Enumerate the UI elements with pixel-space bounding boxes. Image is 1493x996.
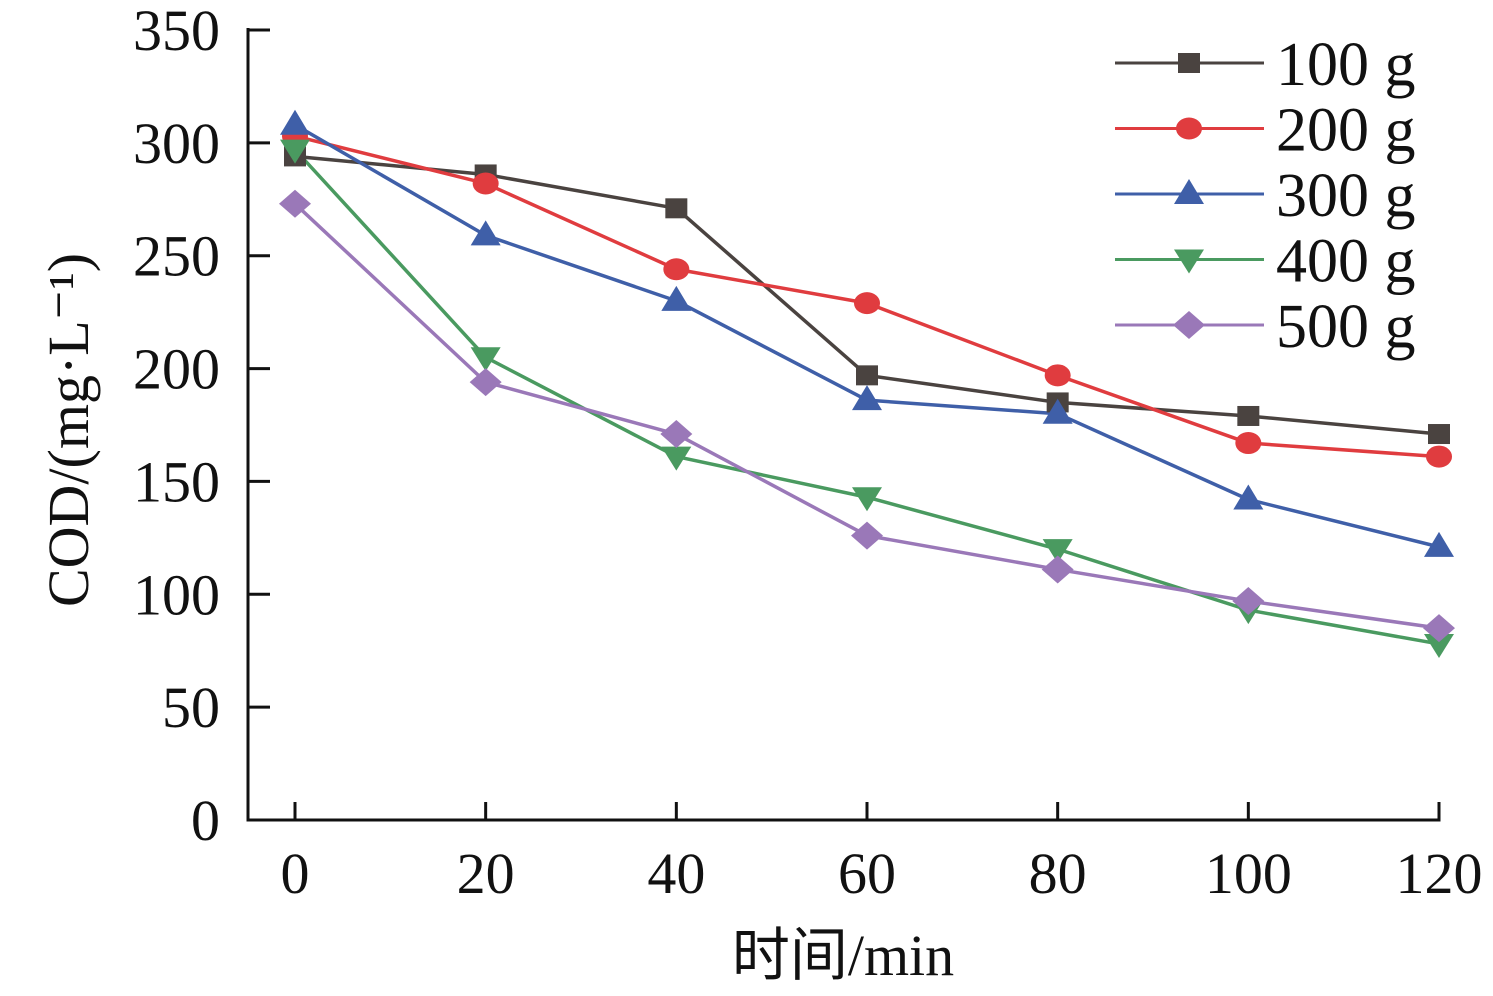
data-point xyxy=(665,198,688,219)
data-point xyxy=(1041,555,1074,584)
x-tick-label: 60 xyxy=(838,841,896,906)
axes: 0 50 100 150 200 250 300 350 0 20 40 60 80 100 120 xyxy=(133,0,1483,906)
x-tick-label: 100 xyxy=(1205,841,1292,906)
series-markers-300g xyxy=(280,109,1454,557)
x-tick-label: 80 xyxy=(1029,841,1087,906)
x-tick-label: 0 xyxy=(281,841,310,906)
series-layer xyxy=(279,109,1455,658)
data-point xyxy=(1042,398,1073,424)
legend-label: 300 g xyxy=(1276,162,1416,230)
data-point xyxy=(1423,614,1455,643)
y-tick-label: 50 xyxy=(162,675,220,740)
series-500g xyxy=(293,202,1440,630)
legend-item: 500 g xyxy=(1115,293,1416,361)
legend-item: 400 g xyxy=(1115,228,1416,296)
data-point xyxy=(279,189,311,218)
y-axis-title: COD/(mg·L⁻¹) xyxy=(36,253,101,607)
legend-item: 200 g xyxy=(1115,97,1416,165)
data-point xyxy=(1426,445,1452,468)
data-point xyxy=(854,292,880,315)
legend-marker xyxy=(1174,249,1204,274)
data-point xyxy=(470,220,501,246)
data-point xyxy=(1235,432,1262,455)
x-axis-title: 时间/min xyxy=(732,923,954,988)
legend-label: 100 g xyxy=(1276,31,1416,99)
data-point xyxy=(1044,364,1071,387)
data-point xyxy=(1428,424,1450,445)
y-tick-label: 100 xyxy=(133,562,220,627)
legend-label: 500 g xyxy=(1276,293,1416,361)
data-point xyxy=(1042,539,1073,564)
data-point xyxy=(852,487,882,512)
data-point xyxy=(661,446,692,471)
data-point xyxy=(851,521,883,550)
y-tick-label: 150 xyxy=(133,449,220,514)
legend-item: 300 g xyxy=(1115,162,1416,230)
data-point xyxy=(470,347,501,372)
data-point xyxy=(469,368,502,397)
data-point xyxy=(472,172,499,195)
legend-label: 400 g xyxy=(1276,228,1416,296)
legend-marker xyxy=(1176,117,1202,140)
legend-label: 200 g xyxy=(1276,97,1416,165)
x-tick-label: 120 xyxy=(1396,841,1483,906)
y-tick-label: 0 xyxy=(191,788,220,853)
data-point xyxy=(663,258,690,281)
data-point xyxy=(1233,484,1264,510)
legend-item: 100 g xyxy=(1115,31,1416,99)
data-point xyxy=(1424,531,1454,557)
data-point xyxy=(852,385,882,411)
data-point xyxy=(1232,587,1265,616)
y-tick-label: 250 xyxy=(133,224,220,289)
series-markers-500g xyxy=(279,189,1455,643)
legend-marker xyxy=(1173,311,1205,339)
data-point xyxy=(280,139,310,164)
data-point xyxy=(660,420,693,449)
data-point xyxy=(1237,405,1260,426)
legend-marker xyxy=(1178,53,1200,73)
y-tick-label: 300 xyxy=(133,111,220,176)
series-line xyxy=(293,202,1440,630)
data-point xyxy=(1424,633,1454,658)
data-point xyxy=(661,285,692,311)
legend-marker xyxy=(1174,179,1204,204)
data-point xyxy=(280,109,310,135)
data-point xyxy=(856,365,878,386)
y-tick-label: 350 xyxy=(133,0,220,63)
y-tick-label: 200 xyxy=(133,337,220,402)
x-tick-label: 40 xyxy=(647,841,705,906)
x-tick-label: 20 xyxy=(457,841,515,906)
